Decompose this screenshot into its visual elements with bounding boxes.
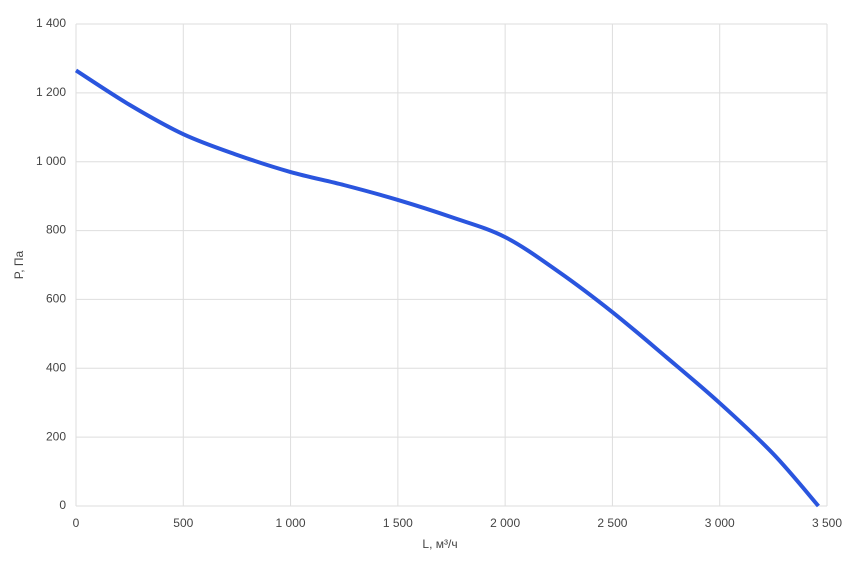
y-tick-label: 0 xyxy=(59,498,66,512)
y-tick-label: 1 200 xyxy=(36,85,66,99)
x-tick-label: 0 xyxy=(73,516,80,530)
x-tick-label: 1 500 xyxy=(383,516,413,530)
line xyxy=(74,68,820,508)
y-tick-label: 200 xyxy=(46,429,66,443)
x-tick-label: 3 500 xyxy=(812,516,842,530)
x-tick-label: 2 000 xyxy=(490,516,520,530)
x-tick-label: 1 000 xyxy=(276,516,306,530)
x-tick-label: 3 000 xyxy=(705,516,735,530)
y-tick-label: 1 000 xyxy=(36,154,66,168)
x-tick-label: 2 500 xyxy=(597,516,627,530)
y-axis-label: P, Па xyxy=(12,250,26,279)
y-tick-label: 1 400 xyxy=(36,16,66,30)
y-tick-label: 400 xyxy=(46,360,66,374)
x-axis-label: L, м³/ч xyxy=(422,537,457,551)
x-tick-label: 500 xyxy=(173,516,193,530)
y-tick-label: 600 xyxy=(46,292,66,306)
y-tick-label: 800 xyxy=(46,223,66,237)
